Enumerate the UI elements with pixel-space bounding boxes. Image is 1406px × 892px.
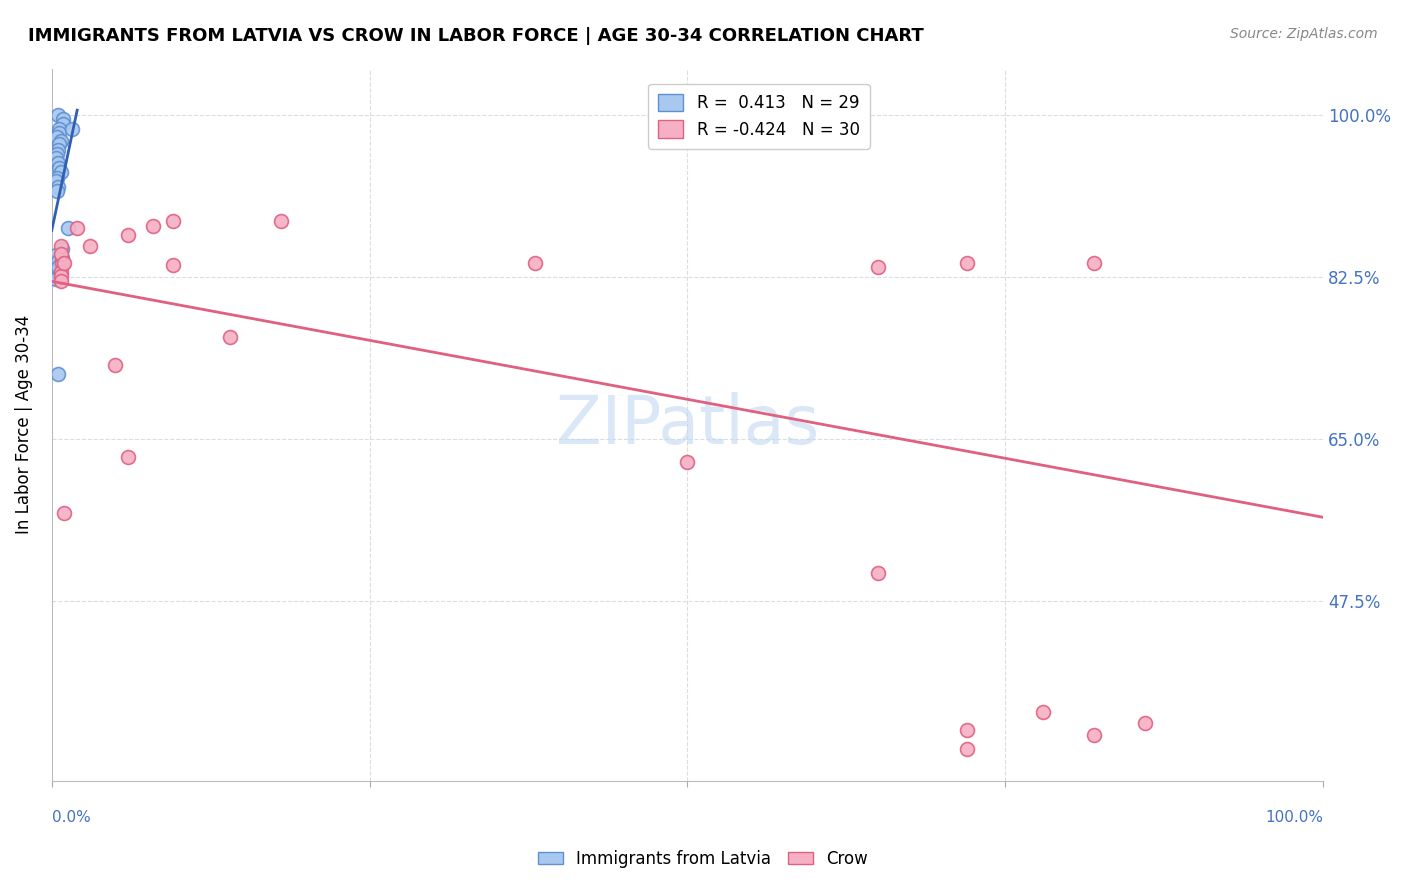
Point — [58, 220, 80, 235]
Point — [49, 239, 72, 253]
Point — [270, 214, 292, 228]
Point — [956, 723, 979, 738]
Point — [1083, 256, 1105, 270]
Point — [49, 265, 72, 279]
Legend: R =  0.413   N = 29, R = -0.424   N = 30: R = 0.413 N = 29, R = -0.424 N = 30 — [648, 84, 870, 149]
Point — [117, 450, 139, 464]
Point — [45, 146, 67, 161]
Point — [45, 263, 67, 277]
Point — [52, 112, 75, 127]
Point — [162, 258, 184, 272]
Point — [66, 220, 89, 235]
Point — [48, 267, 70, 281]
Point — [53, 256, 76, 270]
Point — [523, 256, 546, 270]
Point — [51, 251, 73, 265]
Point — [49, 246, 72, 260]
Point — [1133, 715, 1156, 730]
Point — [52, 117, 75, 131]
Point — [51, 256, 73, 270]
Point — [45, 184, 67, 198]
Point — [218, 330, 240, 344]
Point — [53, 506, 76, 520]
Point — [45, 151, 67, 165]
Point — [49, 260, 72, 274]
Point — [49, 274, 72, 288]
Point — [676, 455, 699, 469]
Legend: Immigrants from Latvia, Crow: Immigrants from Latvia, Crow — [531, 844, 875, 875]
Point — [46, 143, 69, 157]
Point — [868, 260, 890, 275]
Point — [49, 268, 72, 283]
Point — [45, 170, 67, 185]
Point — [956, 741, 979, 756]
Text: 100.0%: 100.0% — [1265, 810, 1323, 824]
Point — [45, 174, 67, 188]
Text: ZIPatlas: ZIPatlas — [555, 392, 820, 458]
Point — [48, 161, 70, 176]
Point — [956, 256, 979, 270]
Point — [46, 367, 69, 381]
Point — [45, 130, 67, 145]
Point — [48, 126, 70, 140]
Point — [49, 134, 72, 148]
Point — [162, 214, 184, 228]
Point — [46, 108, 69, 122]
Text: 0.0%: 0.0% — [52, 810, 90, 824]
Point — [104, 358, 127, 372]
Point — [46, 254, 69, 268]
Point — [46, 180, 69, 194]
Point — [45, 272, 67, 286]
Text: IMMIGRANTS FROM LATVIA VS CROW IN LABOR FORCE | AGE 30-34 CORRELATION CHART: IMMIGRANTS FROM LATVIA VS CROW IN LABOR … — [28, 27, 924, 45]
Y-axis label: In Labor Force | Age 30-34: In Labor Force | Age 30-34 — [15, 315, 32, 534]
Point — [142, 219, 165, 233]
Point — [51, 242, 73, 256]
Point — [868, 566, 890, 580]
Point — [79, 239, 101, 253]
Point — [45, 248, 67, 262]
Point — [60, 121, 83, 136]
Point — [46, 260, 69, 275]
Point — [48, 121, 70, 136]
Point — [117, 228, 139, 243]
Point — [48, 137, 70, 152]
Point — [1083, 728, 1105, 742]
Text: Source: ZipAtlas.com: Source: ZipAtlas.com — [1230, 27, 1378, 41]
Point — [49, 165, 72, 179]
Point — [46, 156, 69, 170]
Point — [1032, 705, 1054, 719]
